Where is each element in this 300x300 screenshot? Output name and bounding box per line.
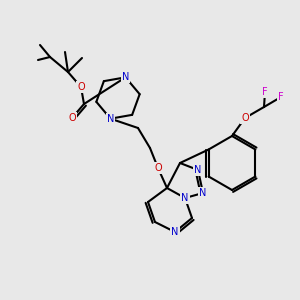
Text: N: N: [199, 188, 207, 198]
Text: N: N: [107, 114, 114, 124]
Text: N: N: [122, 72, 129, 82]
Text: N: N: [194, 165, 202, 175]
Text: O: O: [77, 82, 85, 92]
Text: O: O: [241, 113, 249, 123]
Text: N: N: [181, 193, 189, 203]
Text: F: F: [278, 92, 284, 102]
Text: O: O: [154, 163, 162, 173]
Text: O: O: [68, 113, 76, 123]
Text: F: F: [262, 87, 268, 97]
Text: N: N: [171, 227, 179, 237]
